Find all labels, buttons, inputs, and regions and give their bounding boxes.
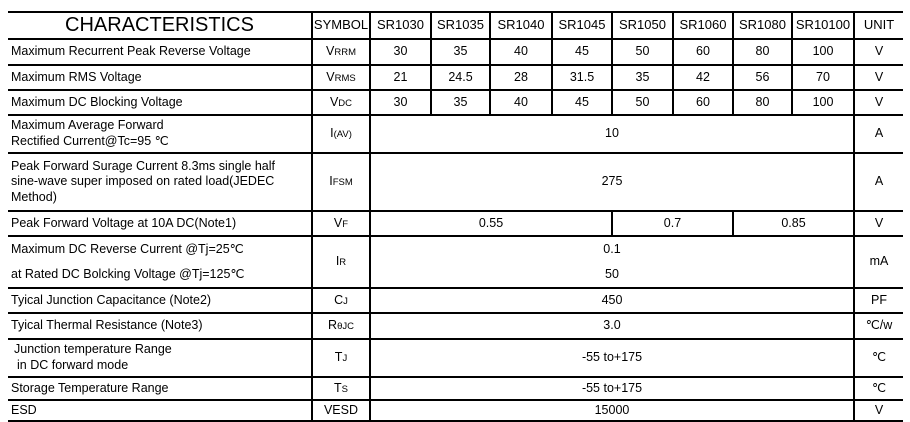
part-header: SR1040	[489, 11, 553, 40]
row-unit: ℃/w	[853, 312, 903, 340]
row-unit: V	[853, 399, 903, 422]
row-unit: ℃	[853, 376, 903, 401]
row-label: Maximum Recurrent Peak Reverse Voltage	[8, 38, 313, 66]
row-label: Tyical Junction Capacitance (Note2)	[8, 287, 313, 314]
cell-value: 50	[611, 38, 674, 66]
part-header: SR1030	[369, 11, 432, 40]
row-unit: PF	[853, 287, 903, 314]
cell-value: 100	[791, 89, 855, 116]
part-header: SR1045	[551, 11, 613, 40]
part-header: SR10100	[791, 11, 855, 40]
row-symbol: VDC	[311, 89, 371, 116]
table-row: ESD VESD 15000 V	[8, 399, 903, 422]
row-symbol: TJ	[311, 338, 371, 378]
table-row: Peak Forward Voltage at 10A DC(Note1) VF…	[8, 210, 903, 237]
part-header: SR1080	[732, 11, 793, 40]
cell-value: 24.5	[430, 64, 491, 91]
table-row: Peak Forward Surage Current 8.3ms single…	[8, 152, 903, 212]
row-label: Storage Temperature Range	[8, 376, 313, 401]
characteristics-header: CHARACTERISTICS	[8, 11, 313, 40]
cell-value: 80	[732, 89, 793, 116]
table-row: Storage Temperature Range TS -55 to+175 …	[8, 376, 903, 401]
row-symbol: TS	[311, 376, 371, 401]
row-label: Maximum DC Blocking Voltage	[8, 89, 313, 116]
row-unit: ℃	[853, 338, 903, 378]
cell-value: 0.1 50	[369, 235, 855, 289]
row-label: Peak Forward Voltage at 10A DC(Note1)	[8, 210, 313, 237]
row-symbol: VESD	[311, 399, 371, 422]
row-unit: V	[853, 89, 903, 116]
cell-value: 21	[369, 64, 432, 91]
row-label: Maximum Average Forward Rectified Current…	[8, 114, 313, 154]
cell-value: 0.55	[369, 210, 613, 237]
row-unit: V	[853, 210, 903, 237]
row-symbol: RθJC	[311, 312, 371, 340]
row-symbol: CJ	[311, 287, 371, 314]
table-row: Junction temperature Range in DC forward …	[8, 338, 903, 378]
cell-value: 28	[489, 64, 553, 91]
table-row: Maximum RMS Voltage VRMS 21 24.5 28 31.5 35 4…	[8, 64, 903, 91]
part-header: SR1035	[430, 11, 491, 40]
cell-value: 3.0	[369, 312, 855, 340]
unit-header: UNIT	[853, 11, 903, 40]
row-label: Maximum DC Reverse Current @Tj=25℃ at Rat…	[8, 235, 313, 289]
row-label: ESD	[8, 399, 313, 422]
row-unit: A	[853, 152, 903, 212]
cell-value: 30	[369, 89, 432, 116]
row-symbol: VRMS	[311, 64, 371, 91]
cell-value: 0.85	[732, 210, 855, 237]
cell-value: 450	[369, 287, 855, 314]
cell-value: 35	[611, 64, 674, 91]
table-row: Maximum DC Blocking Voltage VDC 30 35 40 45…	[8, 89, 903, 116]
part-header: SR1060	[672, 11, 734, 40]
part-header: SR1050	[611, 11, 674, 40]
table-row: Tyical Junction Capacitance (Note2) CJ 4…	[8, 287, 903, 314]
row-unit: V	[853, 64, 903, 91]
cell-value: 45	[551, 38, 613, 66]
cell-value: 45	[551, 89, 613, 116]
cell-value: 70	[791, 64, 855, 91]
cell-value: 100	[791, 38, 855, 66]
cell-value: 60	[672, 38, 734, 66]
cell-value: 31.5	[551, 64, 613, 91]
row-unit: V	[853, 38, 903, 66]
row-symbol: I(AV)	[311, 114, 371, 154]
cell-value: 80	[732, 38, 793, 66]
cell-value: 275	[369, 152, 855, 212]
row-symbol: VRRM	[311, 38, 371, 66]
row-label: Junction temperature Range in DC forward …	[8, 338, 313, 378]
row-symbol: IFSM	[311, 152, 371, 212]
cell-value: 40	[489, 38, 553, 66]
cell-value: 35	[430, 89, 491, 116]
characteristics-table: CHARACTERISTICS SYMBOL SR1030 SR1035 SR1…	[8, 11, 903, 422]
cell-value: 42	[672, 64, 734, 91]
table-row: Maximum Recurrent Peak Reverse Voltage V…	[8, 38, 903, 66]
row-symbol: IR	[311, 235, 371, 289]
row-unit: mA	[853, 235, 903, 289]
cell-value: 50	[611, 89, 674, 116]
cell-value: 60	[672, 89, 734, 116]
cell-value: -55 to+175	[369, 338, 855, 378]
row-label: Peak Forward Surage Current 8.3ms single…	[8, 152, 313, 212]
table-row: Maximum DC Reverse Current @Tj=25℃ at Rat…	[8, 235, 903, 289]
cell-value: 0.7	[611, 210, 734, 237]
symbol-header: SYMBOL	[311, 11, 371, 40]
row-unit: A	[853, 114, 903, 154]
cell-value: 10	[369, 114, 855, 154]
cell-value: 30	[369, 38, 432, 66]
row-label: Maximum RMS Voltage	[8, 64, 313, 91]
header-row: CHARACTERISTICS SYMBOL SR1030 SR1035 SR1…	[8, 11, 903, 40]
table-row: Tyical Thermal Resistance (Note3) RθJC 3…	[8, 312, 903, 340]
cell-value: 15000	[369, 399, 855, 422]
row-label: Tyical Thermal Resistance (Note3)	[8, 312, 313, 340]
cell-value: 40	[489, 89, 553, 116]
cell-value: 35	[430, 38, 491, 66]
cell-value: 56	[732, 64, 793, 91]
row-symbol: VF	[311, 210, 371, 237]
table-row: Maximum Average Forward Rectified Current…	[8, 114, 903, 154]
cell-value: -55 to+175	[369, 376, 855, 401]
